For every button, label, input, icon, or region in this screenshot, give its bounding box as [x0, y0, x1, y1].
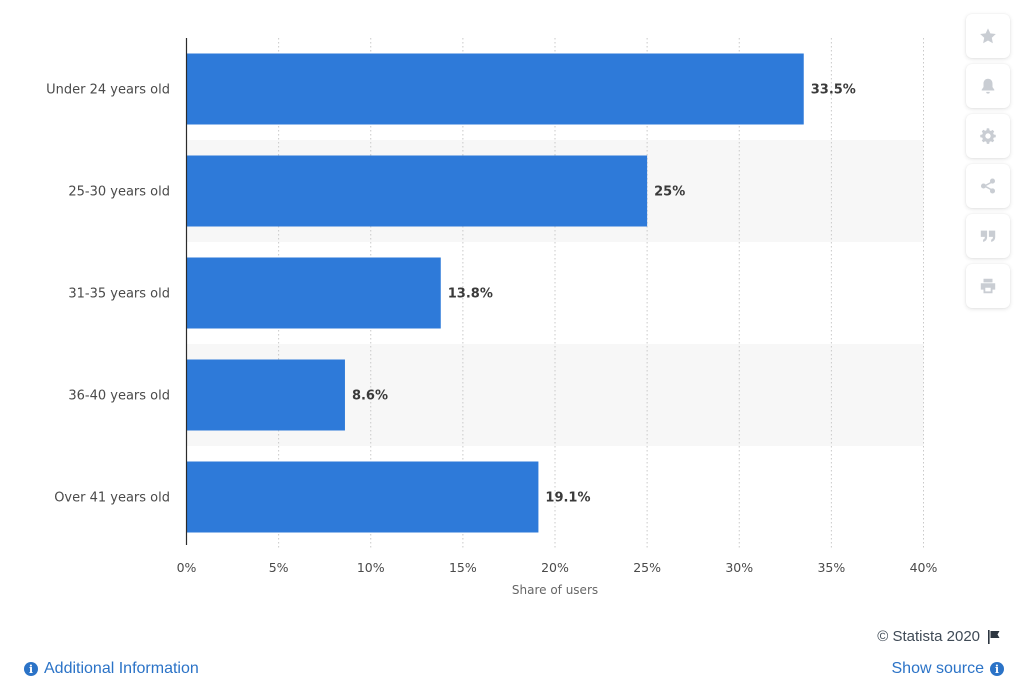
data-label: 13.8%	[448, 287, 493, 302]
info-icon: i	[990, 662, 1004, 676]
data-label: 25%	[654, 185, 685, 200]
category-label: 25-30 years old	[68, 185, 170, 200]
x-tick-label: 40%	[910, 560, 938, 575]
additional-information-label: Additional Information	[44, 660, 199, 677]
tick-labels: 0% 5% 10% 15% 20% 25% 30% 35% 40%	[177, 560, 938, 575]
bar[interactable]	[186, 155, 648, 227]
flag-icon[interactable]	[986, 629, 1002, 645]
data-label: 33.5%	[811, 83, 856, 98]
show-source-link[interactable]: Show source i	[891, 660, 1004, 678]
x-tick-label: 5%	[269, 560, 289, 575]
x-tick-label: 35%	[817, 560, 845, 575]
category-labels: Under 24 years old 25-30 years old 31-35 y…	[46, 83, 170, 506]
bar[interactable]	[186, 257, 441, 329]
print-button[interactable]	[966, 264, 1010, 308]
chart-toolbar	[966, 14, 1010, 308]
bar[interactable]	[186, 359, 345, 431]
x-tick-label: 15%	[449, 560, 477, 575]
copyright-text: © Statista 2020	[877, 628, 980, 645]
bars	[186, 53, 804, 533]
share-icon	[980, 178, 996, 194]
category-label: 36-40 years old	[68, 389, 170, 404]
settings-button[interactable]	[966, 114, 1010, 158]
x-tick-label: 10%	[357, 560, 385, 575]
bar-chart: Under 24 years old 25-30 years old 31-35 y…	[46, 38, 938, 597]
gear-icon	[980, 128, 996, 144]
notification-button[interactable]	[966, 64, 1010, 108]
data-label: 19.1%	[545, 491, 590, 506]
print-icon	[980, 278, 996, 294]
data-label: 8.6%	[352, 389, 388, 404]
cite-button[interactable]	[966, 214, 1010, 258]
value-labels: 33.5% 25% 13.8% 8.6% 19.1%	[352, 83, 856, 506]
x-axis-title: Share of users	[512, 583, 598, 597]
star-icon	[980, 28, 996, 44]
x-tick-label: 0%	[177, 560, 197, 575]
bar[interactable]	[186, 53, 804, 125]
x-tick-label: 25%	[633, 560, 661, 575]
x-tick-label: 20%	[541, 560, 569, 575]
x-tick-label: 30%	[725, 560, 753, 575]
favorite-button[interactable]	[966, 14, 1010, 58]
category-label: Over 41 years old	[54, 491, 170, 506]
share-button[interactable]	[966, 164, 1010, 208]
quote-icon	[980, 230, 996, 242]
category-label: 31-35 years old	[68, 287, 170, 302]
bell-icon	[981, 78, 995, 94]
show-source-label: Show source	[891, 660, 985, 677]
copyright: © Statista 2020	[877, 628, 1002, 645]
category-label: Under 24 years old	[46, 83, 170, 98]
additional-information-link[interactable]: i Additional Information	[24, 660, 199, 678]
info-icon: i	[24, 662, 38, 676]
bar[interactable]	[186, 461, 539, 533]
